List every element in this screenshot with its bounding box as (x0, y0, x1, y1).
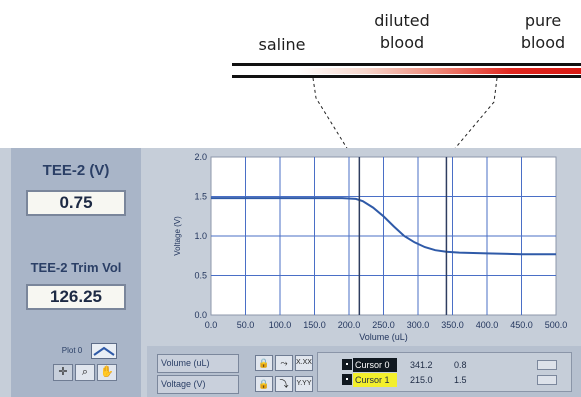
pure-blood-label: pure blood (520, 11, 566, 52)
graph-controls-strip: Volume (uL) 🔒 ⤳ X.XX Voltage (V) 🔒 ⤵ Y.Y… (147, 346, 581, 397)
pan-hand-icon[interactable]: ✋ (97, 364, 117, 381)
indicator-column: TEE-2 (V) 0.75 TEE-2 Trim Vol 126.25 Plo… (11, 148, 141, 397)
y-axis-name: Voltage (V) (157, 375, 239, 394)
y-tick-label: 0.0 (194, 310, 207, 320)
y-lock-icon[interactable]: 🔒 (255, 376, 273, 392)
x-tick-label: 450.0 (510, 320, 533, 330)
y-tick-label: 1.0 (194, 231, 207, 241)
cursor-legend: Cursor 0 341.2 0.8 Cursor 1 215.0 1.5 (317, 352, 572, 392)
y-tick-label: 2.0 (194, 152, 207, 162)
blood-concentration-bar (232, 63, 581, 78)
x-axis-name: Volume (uL) (157, 354, 239, 373)
y-tick-label: 0.5 (194, 271, 207, 281)
x-tick-label: 250.0 (372, 320, 395, 330)
x-axis-row: Volume (uL) 🔒 ⤳ X.XX (157, 354, 317, 373)
plot-legend[interactable]: Plot 0 (53, 343, 119, 361)
x-tick-label: 350.0 (441, 320, 464, 330)
cursor-y-value: 1.5 (454, 375, 467, 385)
cursor-y-value: 0.8 (454, 360, 467, 370)
x-autoscale-icon[interactable]: ⤳ (275, 355, 293, 371)
x-format-button[interactable]: X.XX (295, 355, 313, 371)
line-style-icon (93, 346, 115, 356)
x-tick-label: 400.0 (476, 320, 499, 330)
cursor-x-value: 215.0 (410, 375, 433, 385)
bar-top-border (232, 63, 581, 66)
y-tick-label: 1.5 (194, 192, 207, 202)
cursor-name[interactable]: Cursor 1 (353, 373, 397, 387)
cursor-row[interactable]: Cursor 1 215.0 1.5 (342, 373, 567, 387)
x-tick-label: 100.0 (269, 320, 292, 330)
bar-bottom-border (232, 75, 581, 78)
y-format-button[interactable]: Y.YY (295, 376, 313, 392)
x-tick-label: 500.0 (545, 320, 568, 330)
graph-svg: 0.0 50.0 100.0 150.0 200.0 250.0 300.0 350.0 400… (173, 152, 568, 342)
diluted-blood-label: diluted blood (374, 11, 430, 52)
voltage-trace (211, 197, 556, 256)
saline-label: saline (258, 35, 306, 54)
zoom-tool-icon[interactable]: ⌕ (75, 364, 95, 381)
cursor-row[interactable]: Cursor 0 341.2 0.8 (342, 358, 567, 372)
cursor-marker-icon[interactable] (342, 374, 352, 385)
x-tick-label: 150.0 (303, 320, 326, 330)
leader-line-blood (448, 78, 498, 155)
y-axis-label: Voltage (V) (173, 216, 182, 256)
cursor-name[interactable]: Cursor 0 (353, 358, 397, 372)
waveform-graph: 0.0 50.0 100.0 150.0 200.0 250.0 300.0 350.0 400… (147, 148, 581, 344)
tee2-trim-vol-label: TEE-2 Trim Vol (30, 260, 122, 275)
plot-legend-label: Plot 0 (61, 346, 83, 355)
tee2-trim-vol-indicator: 126.25 (26, 284, 126, 310)
x-tick-label: 50.0 (237, 320, 255, 330)
plot-style-swatch[interactable] (91, 343, 117, 359)
y-autoscale-icon[interactable]: ⤵ (275, 376, 293, 392)
graph-palette: ✛ ⌕ ✋ (53, 364, 119, 381)
saline-to-blood-gradient (232, 68, 581, 74)
y-axis-row: Voltage (V) 🔒 ⤵ Y.YY (157, 375, 317, 394)
x-axis-label: Volume (uL) (359, 332, 408, 342)
cursor-scroll-handle[interactable] (537, 360, 557, 370)
x-tick-label: 0.0 (205, 320, 218, 330)
tee2-voltage-indicator: 0.75 (26, 190, 126, 216)
cursor-tool-icon[interactable]: ✛ (53, 364, 73, 381)
x-tick-label: 200.0 (338, 320, 361, 330)
x-lock-icon[interactable]: 🔒 (255, 355, 273, 371)
x-tick-label: 300.0 (407, 320, 430, 330)
cursor-scroll-handle[interactable] (537, 375, 557, 385)
labview-front-panel: TEE-2 (V) 0.75 TEE-2 Trim Vol 126.25 Plo… (0, 148, 581, 397)
cursor-marker-icon[interactable] (342, 359, 352, 370)
cursor-x-value: 341.2 (410, 360, 433, 370)
tee2-voltage-label: TEE-2 (V) (42, 162, 110, 179)
